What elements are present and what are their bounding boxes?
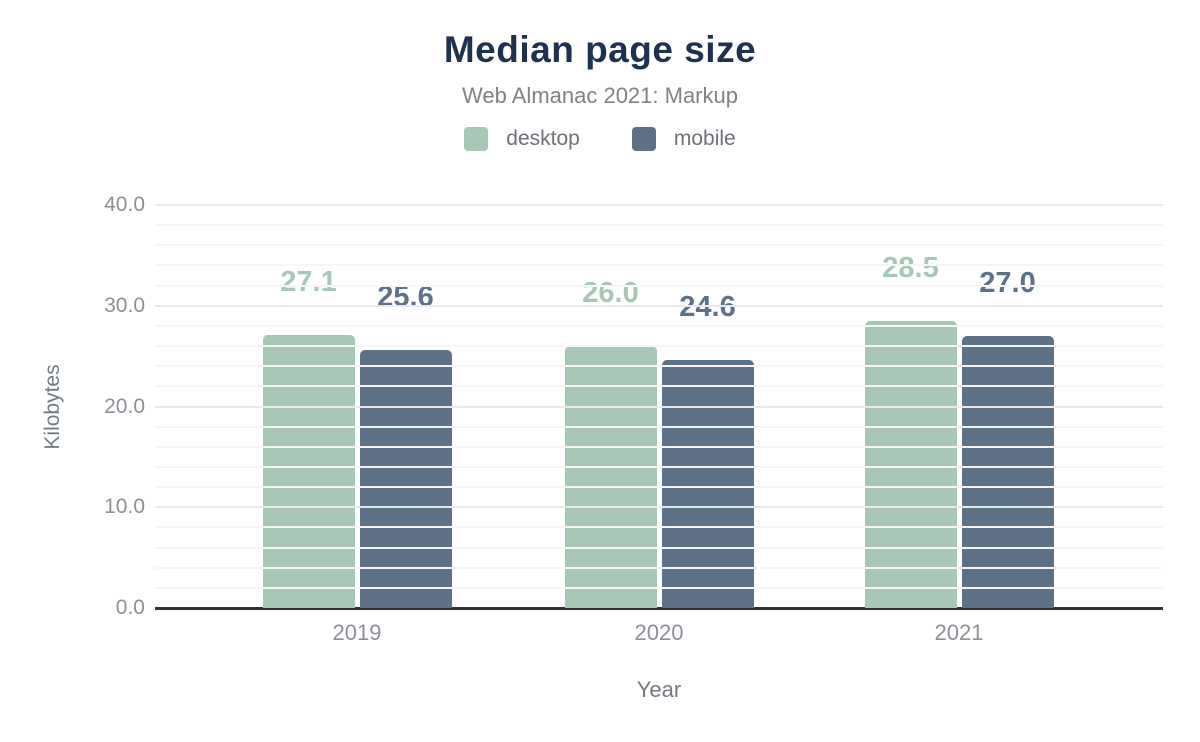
legend-swatch-mobile (631, 126, 656, 151)
x-tick-label-2019: 2019 (332, 620, 382, 645)
y-tick-label: 10.0 (104, 495, 145, 519)
bar-desktop-2021 (864, 321, 957, 608)
gridline-minor (155, 445, 1163, 448)
chart-title: Median page size (443, 29, 757, 70)
gridline-minor (155, 244, 1163, 247)
bar-desktop-2020 (564, 346, 657, 608)
legend: desktop mobile (0, 126, 1200, 151)
gridline-minor (155, 264, 1163, 267)
legend-label-desktop: desktop (506, 126, 580, 150)
gridline-minor (155, 365, 1163, 368)
gridline-major (155, 304, 1163, 307)
gridline-minor (155, 284, 1163, 287)
x-axis-title: Year (636, 677, 682, 702)
gridline-minor (155, 486, 1163, 489)
bar-desktop-2019 (262, 335, 355, 608)
y-axis-title: Kilobytes (41, 363, 64, 450)
gridline-major (155, 204, 1163, 206)
gridline-minor (155, 566, 1163, 569)
y-tick-label: 0.0 (115, 596, 145, 619)
gridline-minor (155, 385, 1163, 388)
gridline-minor (155, 526, 1163, 529)
plot-area (155, 204, 1163, 608)
bar-mobile-2021 (961, 336, 1054, 608)
gridline-minor (155, 586, 1163, 589)
x-tick-label-2021: 2021 (934, 620, 984, 645)
x-axis-line (155, 607, 1163, 610)
bar-value-desktop-2019: 27.1 (280, 266, 337, 298)
bar-value-desktop-2020: 26.0 (582, 277, 639, 309)
gridline-minor (155, 425, 1163, 428)
y-tick-label: 20.0 (104, 394, 145, 418)
gridline-major (155, 506, 1163, 509)
bar-value-desktop-2021: 28.5 (882, 252, 939, 284)
gridline-minor (155, 345, 1163, 348)
legend-item-desktop: desktop (464, 126, 580, 151)
bar-value-mobile-2021: 27.0 (979, 267, 1036, 299)
chart-header: Median page size Web Almanac 2021: Marku… (0, 0, 1200, 151)
legend-swatch-desktop (464, 126, 489, 151)
bar-mobile-2020 (661, 360, 754, 608)
gridline-minor (155, 465, 1163, 468)
gridline-minor (155, 546, 1163, 549)
legend-label-mobile: mobile (673, 126, 736, 150)
bar-value-mobile-2020: 24.6 (679, 291, 736, 323)
chart-subtitle: Web Almanac 2021: Markup (462, 82, 738, 108)
bar-mobile-2019 (359, 350, 452, 608)
x-tick-label-2020: 2020 (634, 620, 684, 645)
y-tick-label: 40.0 (104, 193, 145, 216)
gridline-minor (155, 224, 1163, 227)
gridline-major (155, 405, 1163, 408)
gridline-minor (155, 324, 1163, 327)
y-tick-label: 30.0 (104, 293, 145, 317)
legend-item-mobile: mobile (631, 126, 736, 151)
